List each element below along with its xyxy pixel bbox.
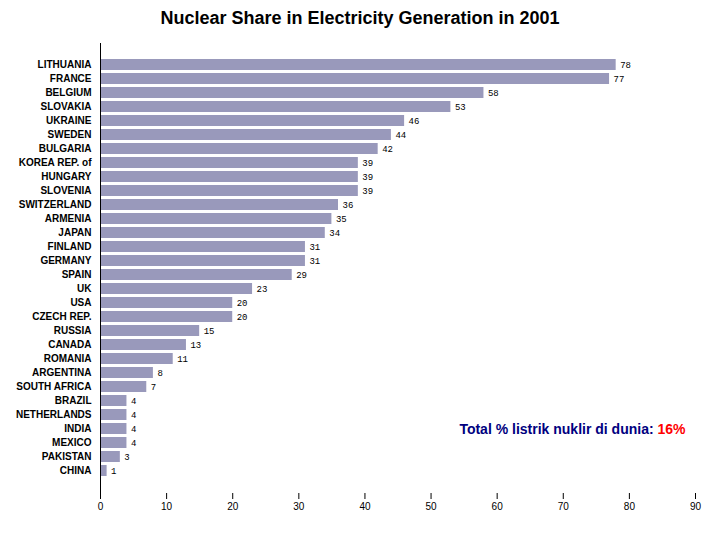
svg-text:30: 30 xyxy=(293,501,305,512)
svg-text:BULGARIA: BULGARIA xyxy=(39,143,92,154)
svg-text:4: 4 xyxy=(131,425,136,435)
svg-text:CZECH REP.: CZECH REP. xyxy=(32,311,91,322)
svg-text:50: 50 xyxy=(425,501,437,512)
svg-text:16%: 16% xyxy=(657,421,686,437)
svg-text:20: 20 xyxy=(237,313,248,323)
svg-text:SPAIN: SPAIN xyxy=(62,269,92,280)
svg-text:3: 3 xyxy=(124,453,129,463)
svg-text:13: 13 xyxy=(190,341,201,351)
svg-text:77: 77 xyxy=(614,75,625,85)
svg-text:1: 1 xyxy=(111,467,116,477)
svg-text:LITHUANIA: LITHUANIA xyxy=(38,59,92,70)
svg-text:INDIA: INDIA xyxy=(64,423,91,434)
svg-text:BRAZIL: BRAZIL xyxy=(55,395,92,406)
svg-text:11: 11 xyxy=(177,355,188,365)
html-text:Nuclear Share in Electricity G: Nuclear Share in Electricity Generation … xyxy=(160,8,560,28)
svg-text:31: 31 xyxy=(309,257,320,267)
svg-text:31: 31 xyxy=(309,243,320,253)
svg-text:90: 90 xyxy=(690,501,702,512)
svg-text:RUSSIA: RUSSIA xyxy=(54,325,92,336)
svg-text:29: 29 xyxy=(296,271,307,281)
svg-text:8: 8 xyxy=(157,369,162,379)
svg-text:23: 23 xyxy=(257,285,268,295)
svg-text:4: 4 xyxy=(131,411,136,421)
svg-text:60: 60 xyxy=(492,501,504,512)
svg-text:46: 46 xyxy=(409,117,420,127)
svg-text:58: 58 xyxy=(488,89,499,99)
svg-text:Total % listrik nuklir di duni: Total % listrik nuklir di dunia: xyxy=(459,421,657,437)
svg-text:70: 70 xyxy=(558,501,570,512)
svg-text:CHINA: CHINA xyxy=(60,465,92,476)
svg-text:HUNGARY: HUNGARY xyxy=(41,171,92,182)
svg-text:UK: UK xyxy=(77,283,92,294)
svg-text:7: 7 xyxy=(151,383,156,393)
svg-text:PAKISTAN: PAKISTAN xyxy=(42,451,92,462)
svg-text:42: 42 xyxy=(382,145,393,155)
svg-text:20: 20 xyxy=(227,501,239,512)
svg-text:44: 44 xyxy=(395,131,406,141)
svg-text:JAPAN: JAPAN xyxy=(58,227,91,238)
svg-text:FRANCE: FRANCE xyxy=(50,73,92,84)
svg-text:15: 15 xyxy=(204,327,215,337)
svg-text:ARMENIA: ARMENIA xyxy=(45,213,92,224)
svg-text:35: 35 xyxy=(336,215,347,225)
svg-text:39: 39 xyxy=(362,187,373,197)
svg-text:KOREA REP. of: KOREA REP. of xyxy=(19,157,92,168)
svg-text:78: 78 xyxy=(620,61,631,71)
svg-text:SLOVAKIA: SLOVAKIA xyxy=(41,101,92,112)
svg-text:ARGENTINA: ARGENTINA xyxy=(32,367,91,378)
svg-text:0: 0 xyxy=(98,501,104,512)
svg-text:GERMANY: GERMANY xyxy=(40,255,91,266)
svg-text:20: 20 xyxy=(237,299,248,309)
svg-text:39: 39 xyxy=(362,173,373,183)
svg-text:53: 53 xyxy=(455,103,466,113)
svg-text:MEXICO: MEXICO xyxy=(52,437,92,448)
svg-text:ROMANIA: ROMANIA xyxy=(44,353,92,364)
svg-text:BELGIUM: BELGIUM xyxy=(45,87,91,98)
svg-text:SLOVENIA: SLOVENIA xyxy=(40,185,91,196)
svg-text:UKRAINE: UKRAINE xyxy=(46,115,92,126)
svg-text:4: 4 xyxy=(131,397,136,407)
svg-text:FINLAND: FINLAND xyxy=(48,241,92,252)
svg-text:80: 80 xyxy=(624,501,636,512)
svg-text:SWITZERLAND: SWITZERLAND xyxy=(19,199,92,210)
svg-text:39: 39 xyxy=(362,159,373,169)
svg-text:34: 34 xyxy=(329,229,340,239)
svg-text:40: 40 xyxy=(359,501,371,512)
svg-text:SWEDEN: SWEDEN xyxy=(48,129,92,140)
svg-text:4: 4 xyxy=(131,439,136,449)
svg-text:NETHERLANDS: NETHERLANDS xyxy=(16,409,92,420)
svg-text:10: 10 xyxy=(161,501,173,512)
svg-text:36: 36 xyxy=(343,201,354,211)
svg-text:SOUTH AFRICA: SOUTH AFRICA xyxy=(16,381,91,392)
svg-text:CANADA: CANADA xyxy=(48,339,91,350)
svg-text:USA: USA xyxy=(70,297,91,308)
